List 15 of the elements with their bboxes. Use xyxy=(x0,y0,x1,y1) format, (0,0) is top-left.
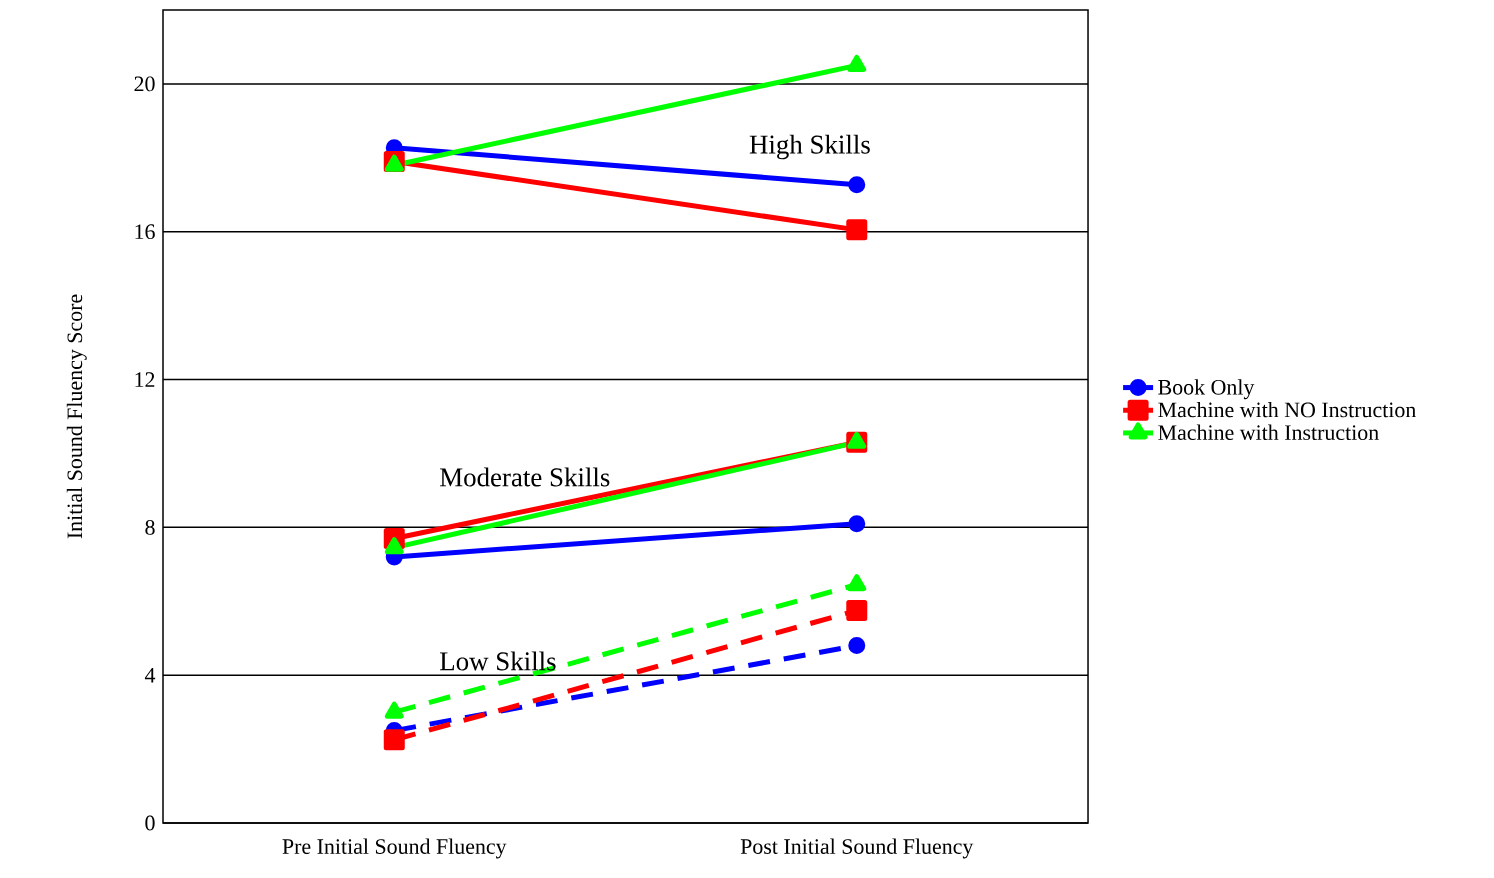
y-tick-label: 20 xyxy=(134,76,155,92)
annotation: Moderate Skills xyxy=(440,467,610,487)
x-tick-label: Post Initial Sound Fluency xyxy=(740,838,974,859)
y-axis-title: Initial Sound Fluency Score xyxy=(66,294,87,539)
y-tick-label: 8 xyxy=(145,519,155,535)
legend-label: Machine with NO Instruction xyxy=(1158,401,1416,418)
y-tick-label: 12 xyxy=(135,372,155,387)
legend-label: Machine with Instruction xyxy=(1158,424,1379,441)
legend-label: Book Only xyxy=(1158,379,1255,400)
y-tick-label: 4 xyxy=(144,667,156,683)
annotation: High Skills xyxy=(749,134,870,160)
y-tick-label: 0 xyxy=(145,815,155,831)
annotation: Low Skills xyxy=(440,651,556,671)
y-tick-label: 16 xyxy=(135,224,155,240)
x-tick-label: Pre Initial Sound Fluency xyxy=(282,838,507,859)
